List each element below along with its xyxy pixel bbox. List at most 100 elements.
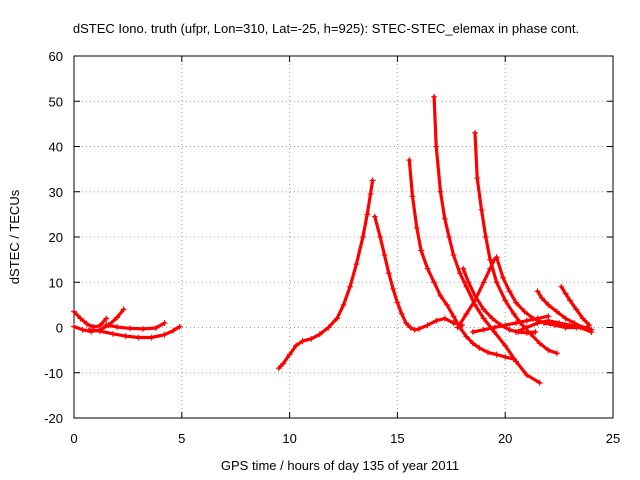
data-point bbox=[472, 297, 479, 304]
data-point bbox=[103, 321, 110, 328]
data-point bbox=[411, 326, 418, 333]
data-point bbox=[566, 297, 573, 304]
data-point bbox=[398, 310, 405, 317]
data-point bbox=[476, 344, 483, 351]
data-point bbox=[148, 334, 155, 341]
y-tick-label: -20 bbox=[44, 411, 63, 426]
data-point bbox=[577, 324, 584, 331]
data-point bbox=[534, 315, 541, 322]
data-point bbox=[371, 213, 378, 220]
data-point bbox=[409, 193, 416, 200]
data-point bbox=[536, 340, 543, 347]
data-point bbox=[478, 206, 485, 213]
data-point bbox=[407, 324, 414, 331]
data-point bbox=[487, 265, 494, 272]
data-point bbox=[512, 319, 519, 326]
data-point bbox=[510, 310, 517, 317]
y-axis-label: dSTEC / TECUs bbox=[7, 189, 22, 284]
data-point bbox=[472, 129, 479, 136]
y-tick-label: 0 bbox=[56, 321, 63, 336]
data-point bbox=[433, 143, 440, 150]
data-point bbox=[562, 290, 569, 297]
data-point bbox=[553, 308, 560, 315]
data-point bbox=[369, 177, 376, 184]
data-point bbox=[437, 188, 444, 195]
data-point bbox=[433, 317, 440, 324]
data-series bbox=[275, 177, 376, 372]
data-point bbox=[275, 365, 282, 372]
data-point bbox=[127, 325, 134, 332]
data-point bbox=[480, 306, 487, 313]
grid bbox=[74, 56, 613, 418]
y-tick-label: 60 bbox=[49, 49, 63, 64]
data-point bbox=[502, 322, 509, 329]
data-point bbox=[450, 319, 457, 326]
data-point bbox=[299, 338, 306, 345]
data-point bbox=[152, 324, 159, 331]
data-point bbox=[469, 340, 476, 347]
data-point bbox=[506, 326, 513, 333]
y-axis: -20 -10 0 10 20 30 40 50 60 bbox=[44, 49, 613, 426]
data-point bbox=[308, 335, 315, 342]
data-point bbox=[394, 299, 401, 306]
data-point bbox=[71, 308, 77, 315]
data-point bbox=[474, 175, 481, 182]
data-point bbox=[523, 329, 530, 336]
plot-area bbox=[71, 93, 595, 386]
data-point bbox=[86, 326, 93, 333]
data-point bbox=[280, 360, 287, 367]
data-point bbox=[484, 349, 491, 356]
data-point bbox=[502, 342, 509, 349]
data-point bbox=[120, 306, 127, 313]
data-point bbox=[403, 319, 410, 326]
data-point bbox=[359, 234, 366, 240]
data-point bbox=[480, 315, 487, 322]
data-point bbox=[493, 279, 500, 286]
data-point bbox=[469, 329, 476, 336]
data-point bbox=[103, 315, 110, 322]
data-point bbox=[316, 331, 323, 338]
data-point bbox=[437, 292, 444, 299]
data-point bbox=[532, 329, 539, 336]
data-point bbox=[450, 313, 457, 320]
data-series bbox=[371, 213, 466, 333]
data-point bbox=[346, 283, 353, 290]
data-point bbox=[545, 347, 552, 354]
data-point bbox=[586, 322, 593, 329]
data-point bbox=[463, 310, 470, 317]
data-point bbox=[325, 324, 332, 331]
data-point bbox=[122, 333, 129, 340]
x-tick-label: 20 bbox=[498, 431, 512, 446]
data-series bbox=[469, 313, 552, 336]
data-point bbox=[491, 324, 498, 331]
data-series bbox=[558, 283, 593, 329]
data-point bbox=[176, 323, 183, 330]
data-point bbox=[424, 265, 431, 272]
data-point bbox=[450, 252, 457, 259]
data-point bbox=[109, 330, 116, 337]
data-series bbox=[406, 157, 517, 363]
data-point bbox=[418, 247, 425, 254]
data-point bbox=[553, 350, 560, 357]
series-line bbox=[72, 310, 108, 329]
data-point bbox=[377, 234, 384, 240]
x-axis: 0 5 10 15 20 25 bbox=[70, 56, 620, 446]
data-point bbox=[83, 320, 90, 327]
data-point bbox=[566, 322, 573, 329]
data-point bbox=[512, 329, 519, 336]
data-point bbox=[77, 315, 84, 322]
data-point bbox=[170, 327, 177, 334]
y-tick-label: 50 bbox=[49, 94, 63, 109]
data-point bbox=[446, 234, 453, 240]
data-point bbox=[96, 328, 103, 335]
y-tick-label: 40 bbox=[49, 140, 63, 155]
series-line bbox=[277, 178, 375, 370]
data-point bbox=[502, 353, 509, 360]
data-point bbox=[500, 274, 507, 281]
data-point bbox=[545, 301, 552, 308]
data-point bbox=[413, 224, 420, 231]
data-point bbox=[556, 319, 563, 326]
data-series bbox=[472, 129, 560, 357]
data-point bbox=[460, 265, 467, 272]
data-point bbox=[506, 288, 513, 295]
